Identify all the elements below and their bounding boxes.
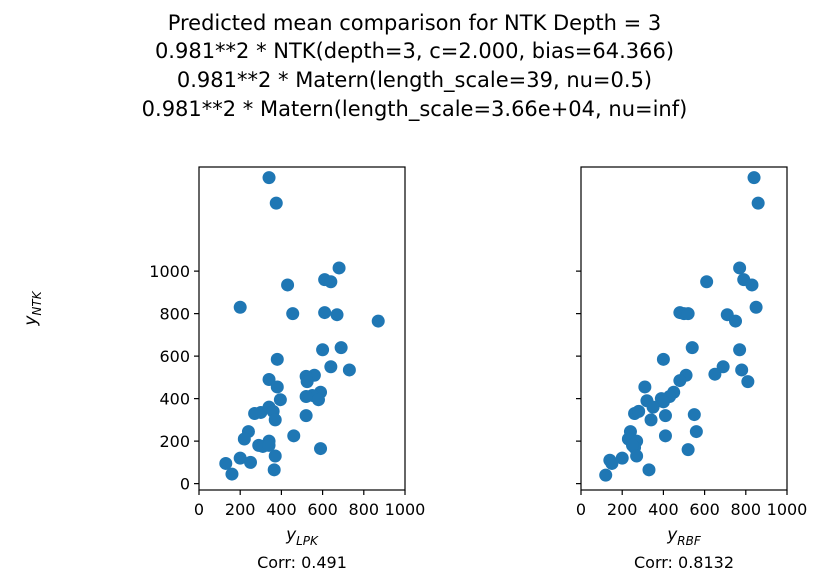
x-tick-label: 800 [349,500,380,519]
scatter-point [332,261,346,275]
y-tick-label: 400 [159,390,190,409]
scatter-point [268,449,282,463]
scatter-point [656,395,670,409]
scatter-point [269,196,283,210]
scatter-point [708,367,722,381]
scatter-point [262,438,276,452]
scatter-point [262,373,276,386]
x-tick-label: 800 [731,500,762,519]
scatter-point [689,425,703,439]
scatter-point [324,275,338,289]
scatter-point [270,352,284,366]
x-tick-label: 0 [194,500,204,519]
scatter-point [273,393,287,407]
scatter-point [219,456,233,470]
scatter-point [244,455,257,469]
scatter-point [225,467,239,481]
scatter-point [318,306,332,320]
x-axis-label: yRBF [666,525,702,548]
x-tick-label: 0 [576,500,586,519]
scatter-point [733,261,747,275]
scatter-point [233,300,247,314]
scatter-point [735,363,749,377]
x-tick-label: 400 [648,500,679,519]
scatter-point [729,314,742,328]
y-axis-label: yNTK [21,290,44,326]
scatter-point [300,375,314,389]
scatter-point [700,275,714,289]
scatter-point [615,451,629,465]
scatter-point [749,300,763,314]
plot-frame-1 [198,166,406,491]
scatter-point [287,429,301,443]
title-line-1: Predicted mean comparison for NTK Depth … [167,11,662,35]
x-axis-label: yLPK [285,525,319,548]
y-tick-label: 800 [159,305,190,324]
scatter-point [630,449,644,463]
scatter-point [644,413,658,427]
scatter-point [741,375,755,389]
x-tick-label: 600 [307,500,338,519]
x-tick-label: 600 [689,500,720,519]
scatter-point [248,407,262,420]
scatter-point [334,341,348,355]
scatter-point [716,360,730,374]
scatter-point [299,390,313,403]
scatter-point [281,278,295,292]
scatter-point [324,360,338,374]
x-tick-label: 200 [607,500,638,519]
scatter-point [751,196,765,210]
scatter-point [268,413,282,427]
y-tick-label: 600 [159,347,190,366]
scatter-point [656,352,670,366]
title-line-3: 0.981**2 * Matern(length_scale=39, nu=0.… [176,68,653,92]
scatter-point [599,468,613,482]
scatter-point [270,380,284,394]
scatter-point [747,171,761,185]
scatter-point [605,456,619,470]
scatter-point [685,341,699,355]
scatter-point [237,432,251,446]
scatter-point [745,278,759,292]
correlation-label: Corr: 0.491 [257,553,347,572]
scatter-point [658,429,672,443]
scatter-point [314,442,328,456]
scatter-point [330,308,344,322]
correlation-label: Corr: 0.8132 [634,553,734,572]
scatter-point [267,463,281,477]
x-tick-label: 1000 [385,500,426,519]
scatter-point [642,463,656,477]
title-line-4: 0.981**2 * Matern(length_scale=3.66e+04,… [141,97,688,121]
y-tick-label: 200 [159,432,190,451]
scatter-point [733,343,747,357]
x-tick-label: 400 [266,500,297,519]
scatter-point [681,443,695,457]
x-tick-label: 200 [225,500,256,519]
scatter-point [233,451,247,465]
scatter-point [646,400,660,414]
title-line-2: 0.981**2 * NTK(depth=3, c=2.000, bias=64… [154,39,675,63]
y-tick-label: 1000 [149,262,190,281]
scatter-point [311,393,325,407]
scatter-point [658,409,672,423]
y-tick-label: 0 [180,475,190,494]
scatter-point [299,409,313,423]
scatter-point [687,408,701,422]
scatter-point [681,307,695,321]
x-tick-label: 1000 [767,500,808,519]
scatter-point [626,438,639,452]
scatter-point [371,314,385,328]
scatter-point [316,343,330,357]
scatter-point [262,171,276,185]
scatter-point [286,307,300,321]
scatter-point [638,380,652,394]
scatter-point [342,363,356,377]
plot-frame-2 [580,166,788,491]
scatter-point [673,374,687,388]
scatter-point [632,404,646,418]
